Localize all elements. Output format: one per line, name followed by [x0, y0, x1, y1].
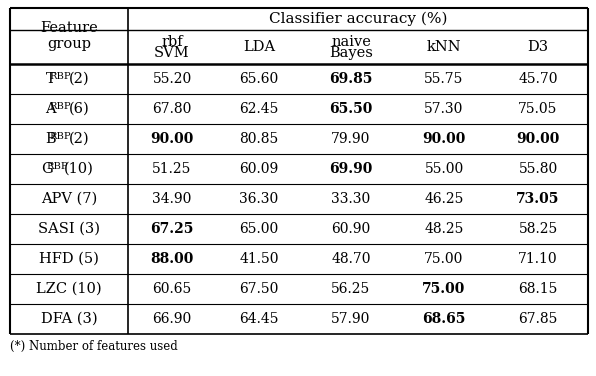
Text: 69.90: 69.90 [330, 162, 372, 176]
Text: 60.65: 60.65 [153, 282, 192, 296]
Text: 67.50: 67.50 [240, 282, 279, 296]
Text: 65.60: 65.60 [240, 72, 278, 86]
Text: 55.75: 55.75 [424, 72, 464, 86]
Text: 65.00: 65.00 [240, 222, 278, 236]
Text: LZC (10): LZC (10) [36, 282, 102, 296]
Text: (2): (2) [69, 72, 89, 86]
Text: 68.65: 68.65 [423, 312, 465, 326]
Text: Feature
group: Feature group [40, 21, 98, 51]
Text: 75.00: 75.00 [423, 282, 465, 296]
Text: 57.30: 57.30 [424, 102, 464, 116]
Text: 46.25: 46.25 [424, 192, 464, 206]
Text: APV (7): APV (7) [41, 192, 97, 206]
Text: 33.30: 33.30 [331, 192, 371, 206]
Text: (6): (6) [69, 102, 89, 116]
Text: 67.85: 67.85 [519, 312, 558, 326]
Text: SASI (3): SASI (3) [38, 222, 100, 236]
Text: 60.90: 60.90 [331, 222, 371, 236]
Text: 67.80: 67.80 [153, 102, 192, 116]
Text: 58.25: 58.25 [519, 222, 558, 236]
Text: D3: D3 [527, 40, 548, 54]
Text: B: B [45, 132, 55, 146]
Text: 45.70: 45.70 [519, 72, 558, 86]
Text: 71.10: 71.10 [518, 252, 558, 266]
Text: HFD (5): HFD (5) [39, 252, 99, 266]
Text: Classifier accuracy (%): Classifier accuracy (%) [269, 12, 447, 26]
Text: 55.00: 55.00 [424, 162, 464, 176]
Text: 57.90: 57.90 [331, 312, 371, 326]
Text: DFA (3): DFA (3) [41, 312, 97, 326]
Text: (*) Number of features used: (*) Number of features used [10, 340, 178, 353]
Text: rbf: rbf [161, 35, 183, 49]
Text: 68.15: 68.15 [519, 282, 558, 296]
Text: RBP: RBP [49, 102, 71, 111]
Text: 75.00: 75.00 [424, 252, 464, 266]
Text: 88.00: 88.00 [150, 252, 194, 266]
Text: 60.09: 60.09 [240, 162, 278, 176]
Text: SVM: SVM [154, 46, 190, 61]
Text: 90.00: 90.00 [516, 132, 560, 146]
Text: 90.00: 90.00 [150, 132, 194, 146]
Text: 66.90: 66.90 [153, 312, 192, 326]
Text: 62.45: 62.45 [240, 102, 279, 116]
Text: RBP: RBP [46, 162, 68, 171]
Text: 80.85: 80.85 [240, 132, 278, 146]
Text: kNN: kNN [427, 40, 461, 54]
Text: (2): (2) [69, 132, 89, 146]
Text: 75.05: 75.05 [519, 102, 558, 116]
Text: naive: naive [331, 35, 371, 49]
Text: 56.25: 56.25 [331, 282, 371, 296]
Text: 65.50: 65.50 [330, 102, 372, 116]
Text: 79.90: 79.90 [331, 132, 371, 146]
Text: RBP: RBP [49, 72, 71, 81]
Text: LDA: LDA [243, 40, 275, 54]
Text: 90.00: 90.00 [423, 132, 465, 146]
Text: 55.80: 55.80 [519, 162, 558, 176]
Text: 48.25: 48.25 [424, 222, 464, 236]
Text: RBP: RBP [49, 132, 71, 141]
Text: 36.30: 36.30 [240, 192, 278, 206]
Text: 51.25: 51.25 [153, 162, 192, 176]
Text: (10): (10) [64, 162, 94, 176]
Text: 73.05: 73.05 [516, 192, 560, 206]
Text: A: A [45, 102, 55, 116]
Text: 67.25: 67.25 [150, 222, 194, 236]
Text: 48.70: 48.70 [331, 252, 371, 266]
Text: 64.45: 64.45 [239, 312, 279, 326]
Text: 34.90: 34.90 [153, 192, 192, 206]
Text: 55.20: 55.20 [153, 72, 192, 86]
Text: Bayes: Bayes [329, 46, 373, 61]
Text: 69.85: 69.85 [330, 72, 372, 86]
Text: T: T [45, 72, 55, 86]
Text: 41.50: 41.50 [239, 252, 279, 266]
Text: G: G [41, 162, 53, 176]
